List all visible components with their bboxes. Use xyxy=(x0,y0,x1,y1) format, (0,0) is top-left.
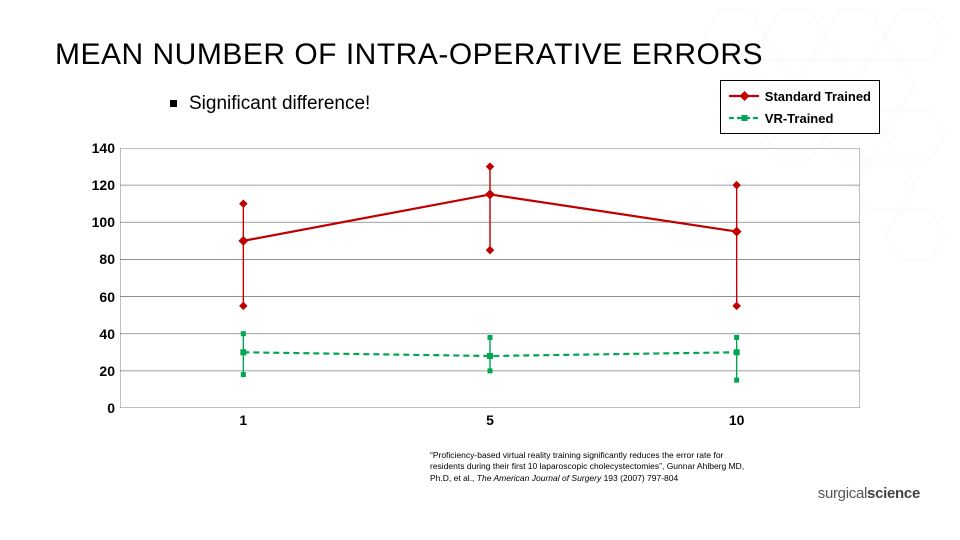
y-tick-label: 120 xyxy=(92,177,115,193)
x-axis-labels: 1510 xyxy=(120,412,860,432)
page-title: MEAN NUMBER OF INTRA-OPERATIVE ERRORS xyxy=(55,38,763,72)
legend: Standard Trained VR-Trained xyxy=(720,80,880,134)
citation-text-2: 193 (2007) 797-804 xyxy=(601,473,678,483)
x-tick-label: 5 xyxy=(486,412,494,428)
citation: “Proficiency-based virtual reality train… xyxy=(430,450,760,484)
legend-swatch-standard xyxy=(729,90,759,102)
citation-journal: The American Journal of Surgery xyxy=(477,473,601,483)
y-tick-label: 100 xyxy=(92,214,115,230)
y-tick-label: 20 xyxy=(99,363,115,379)
legend-swatch-vr xyxy=(729,112,759,124)
y-tick-label: 60 xyxy=(99,289,115,305)
legend-label-standard: Standard Trained xyxy=(765,89,871,104)
bullet-square-icon xyxy=(170,100,177,107)
bullet-text: Significant difference! xyxy=(189,93,370,114)
logo-part-2: science xyxy=(867,485,920,502)
y-axis-labels: 020406080100120140 xyxy=(85,148,115,408)
legend-item-standard: Standard Trained xyxy=(729,85,871,107)
logo: surgicalscience xyxy=(818,485,920,502)
legend-item-vr: VR-Trained xyxy=(729,107,871,129)
logo-part-1: surgical xyxy=(818,485,867,502)
y-tick-label: 40 xyxy=(99,326,115,342)
y-tick-label: 140 xyxy=(92,140,115,156)
legend-label-vr: VR-Trained xyxy=(765,111,834,126)
bullet-line: Significant difference! xyxy=(170,93,370,115)
y-tick-label: 0 xyxy=(107,400,115,416)
x-tick-label: 1 xyxy=(239,412,247,428)
chart-area xyxy=(120,148,860,408)
x-tick-label: 10 xyxy=(729,412,745,428)
y-tick-label: 80 xyxy=(99,251,115,267)
slide: MEAN NUMBER OF INTRA-OPERATIVE ERRORS Si… xyxy=(0,0,960,540)
